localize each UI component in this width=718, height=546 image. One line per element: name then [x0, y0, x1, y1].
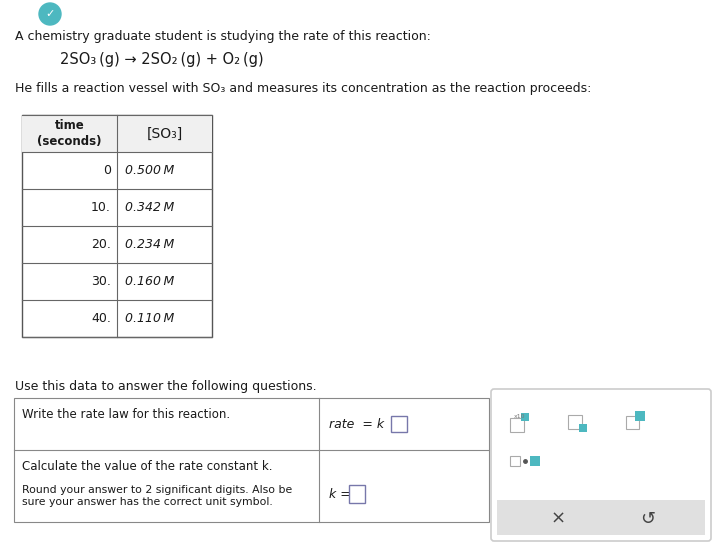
- FancyBboxPatch shape: [491, 389, 711, 541]
- Text: Write the rate law for this reaction.: Write the rate law for this reaction.: [22, 408, 230, 421]
- Bar: [530, 456, 540, 466]
- Text: 0.500 M: 0.500 M: [125, 164, 174, 177]
- Circle shape: [39, 3, 61, 25]
- Text: Round your answer to 2 significant digits. Also be
sure your answer has the corr: Round your answer to 2 significant digit…: [22, 485, 292, 507]
- Text: rate  = k: rate = k: [329, 418, 384, 430]
- Text: 20.: 20.: [91, 238, 111, 251]
- Text: 0.160 M: 0.160 M: [125, 275, 174, 288]
- Bar: [568, 415, 582, 429]
- Bar: [22, 115, 212, 152]
- Bar: [22, 115, 212, 337]
- Text: 0: 0: [103, 164, 111, 177]
- Text: Use this data to answer the following questions.: Use this data to answer the following qu…: [15, 380, 317, 393]
- Text: He fills a reaction vessel with SO₃ and measures its concentration as the reacti: He fills a reaction vessel with SO₃ and …: [15, 82, 592, 95]
- Text: 0.234 M: 0.234 M: [125, 238, 174, 251]
- Text: 0.342 M: 0.342 M: [125, 201, 174, 214]
- Text: 0.110 M: 0.110 M: [125, 312, 174, 325]
- Text: 30.: 30.: [91, 275, 111, 288]
- Text: 2SO₃ (g) → 2SO₂ (g) + O₂ (g): 2SO₃ (g) → 2SO₂ (g) + O₂ (g): [60, 52, 264, 67]
- Bar: [497, 500, 705, 535]
- Bar: [626, 416, 639, 429]
- Text: ✓: ✓: [45, 9, 55, 19]
- Text: time
(seconds): time (seconds): [37, 119, 102, 148]
- Text: Calculate the value of the rate constant k.: Calculate the value of the rate constant…: [22, 460, 273, 473]
- Text: x10: x10: [514, 414, 526, 419]
- Text: [SO₃]: [SO₃]: [146, 127, 182, 140]
- Bar: [579, 424, 587, 432]
- Text: ×: ×: [551, 510, 566, 528]
- Text: k =: k =: [329, 488, 355, 501]
- Bar: [635, 411, 645, 421]
- Text: 40.: 40.: [91, 312, 111, 325]
- Bar: [14, 398, 489, 522]
- Text: 10.: 10.: [91, 201, 111, 214]
- Bar: [510, 456, 520, 466]
- Text: A chemistry graduate student is studying the rate of this reaction:: A chemistry graduate student is studying…: [15, 30, 431, 43]
- Bar: [521, 413, 529, 421]
- Bar: [510, 418, 524, 432]
- Bar: [391, 416, 407, 432]
- Bar: [349, 485, 365, 503]
- Text: ↺: ↺: [640, 510, 656, 528]
